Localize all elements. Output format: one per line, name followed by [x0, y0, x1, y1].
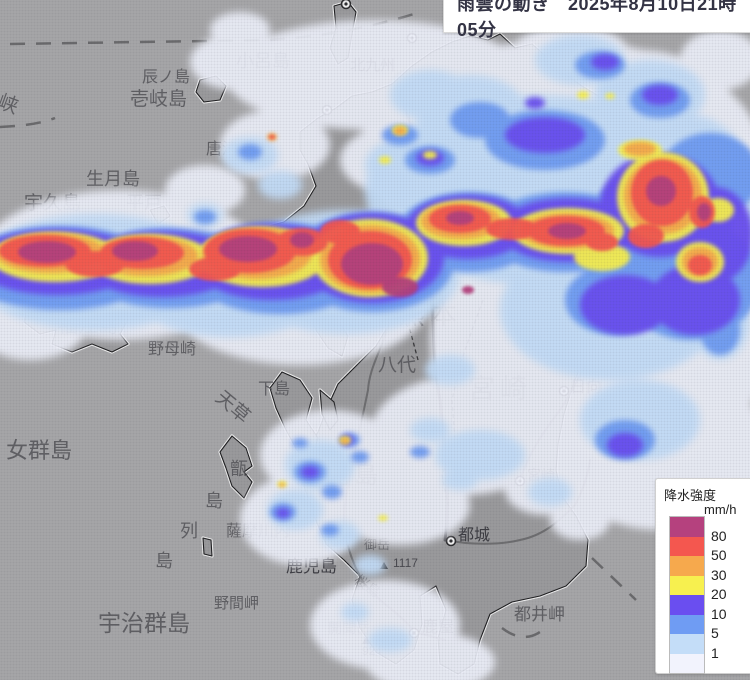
- precipitation-legend: 降水強度 mm/h 80 50 30 20 10 5 1: [655, 478, 750, 674]
- legend-tick-label: 1: [711, 644, 719, 661]
- legend-tick-label: 80: [711, 527, 727, 544]
- city-marker-icon: [391, 307, 403, 319]
- city-marker-icon: [321, 104, 333, 116]
- legend-cell: [670, 556, 704, 576]
- city-marker-icon: [514, 475, 526, 487]
- page-title: 雨雲の動き 2025年8月10日21時05分: [457, 0, 737, 40]
- legend-unit: mm/h: [704, 502, 737, 517]
- city-marker-icon: [445, 535, 457, 547]
- legend-cell: [670, 653, 704, 673]
- legend-cell: [670, 536, 704, 556]
- legend-tick-label: 50: [711, 547, 727, 563]
- legend-tick-label: 5: [711, 625, 719, 641]
- legend-cell: [670, 614, 704, 634]
- city-marker-icon: [558, 385, 570, 397]
- legend-tick-label: 10: [711, 605, 727, 622]
- legend-cell: [670, 595, 704, 615]
- legend-cell: [670, 575, 704, 595]
- titlebar: 雨雲の動き 2025年8月10日21時05分: [443, 0, 750, 40]
- city-marker-icon: [408, 627, 420, 639]
- legend-cell: [670, 517, 704, 537]
- legend-tick-label: 20: [711, 586, 727, 602]
- legend-color-bar: [669, 516, 705, 674]
- legend-cell: [670, 634, 704, 654]
- city-marker-icon: [340, 0, 352, 10]
- city-marker-icon: [406, 32, 418, 44]
- legend-tick-label: 30: [711, 566, 727, 583]
